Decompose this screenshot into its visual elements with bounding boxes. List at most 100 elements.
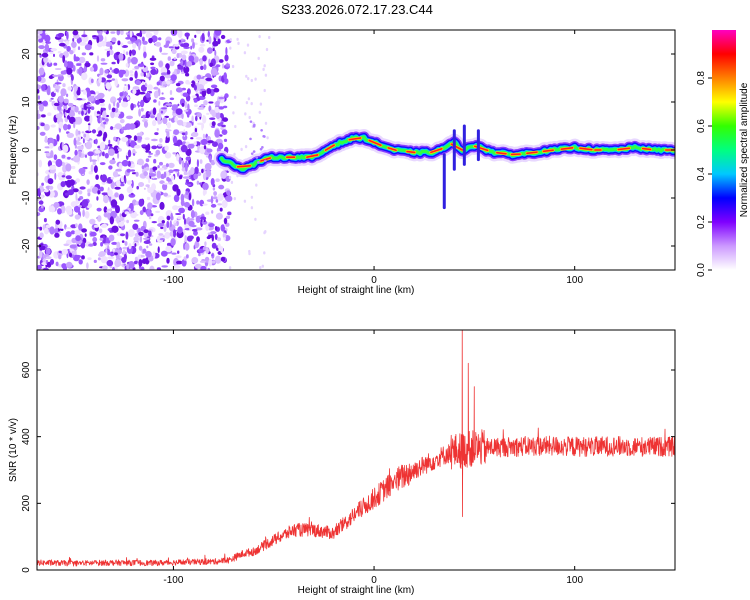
noise-speck <box>168 46 174 49</box>
noise-speck <box>233 152 236 156</box>
noise-speck <box>87 151 94 157</box>
noise-speck <box>132 151 137 154</box>
noise-speck <box>37 35 42 39</box>
noise-speck <box>237 41 240 46</box>
ridge-hot-segment-core <box>260 157 272 162</box>
noise-speck <box>182 134 188 141</box>
noise-speck <box>126 263 129 270</box>
noise-speck <box>174 43 180 47</box>
noise-speck <box>156 267 161 270</box>
noise-speck <box>116 180 121 187</box>
noise-speck <box>184 235 187 243</box>
noise-speck <box>44 176 48 183</box>
noise-speck <box>78 67 83 76</box>
noise-speck <box>143 237 150 240</box>
noise-speck <box>183 66 190 74</box>
noise-speck <box>50 48 57 52</box>
noise-speck <box>63 60 68 68</box>
noise-speck <box>210 231 217 235</box>
noise-speck <box>141 144 147 148</box>
noise-speck <box>129 49 132 57</box>
noise-speck <box>121 136 129 143</box>
noise-speck <box>184 101 188 109</box>
noise-speck <box>55 113 63 119</box>
noise-speck <box>133 236 140 243</box>
noise-speck <box>96 36 100 44</box>
noise-speck <box>221 63 225 69</box>
noise-speck <box>64 192 70 196</box>
snr-y-label: SNR (10 * v/v) <box>8 418 19 482</box>
noise-speck <box>109 216 115 225</box>
ridge-hot-segment-core <box>641 147 652 151</box>
noise-speck <box>167 56 171 61</box>
noise-speck <box>174 116 179 123</box>
noise-speck <box>199 159 203 164</box>
noise-speck <box>147 72 150 78</box>
noise-speck <box>194 263 202 269</box>
noise-speck <box>103 194 109 204</box>
colorbar: 0.0 0.2 0.4 0.6 0.8 Normalized spectral ampl… <box>696 30 750 277</box>
noise-speck <box>165 129 172 132</box>
noise-speck <box>96 196 99 201</box>
noise-speck <box>141 165 145 170</box>
noise-speck <box>129 77 134 81</box>
noise-speck <box>191 198 195 207</box>
noise-speck <box>180 144 188 153</box>
noise-speck <box>153 158 157 164</box>
noise-speck <box>94 95 101 99</box>
noise-speck <box>65 156 68 160</box>
noise-speck <box>105 118 109 122</box>
noise-speck <box>40 205 44 209</box>
noise-speck <box>66 67 73 75</box>
noise-speck <box>142 206 146 213</box>
noise-speck <box>43 227 49 235</box>
spectrogram-x-ticks: -100 0 100 <box>163 30 583 286</box>
noise-speck <box>180 60 184 65</box>
noise-speck <box>40 194 44 200</box>
noise-speck <box>197 106 205 110</box>
noise-speck <box>162 182 170 185</box>
noise-speck <box>90 78 94 84</box>
noise-speck <box>220 246 224 253</box>
noise-speck <box>165 103 173 106</box>
noise-speck <box>108 139 111 145</box>
noise-speck <box>221 124 226 128</box>
noise-speck <box>54 82 62 85</box>
noise-speck <box>199 146 206 155</box>
noise-speck <box>116 102 120 109</box>
noise-speck <box>81 52 87 56</box>
noise-speck <box>268 35 271 40</box>
noise-speck <box>168 169 174 174</box>
noise-speck <box>210 84 218 89</box>
colorbar-tick-label: 0.2 <box>696 215 707 229</box>
noise-speck <box>248 115 251 120</box>
ridge-hot-segment-core <box>617 147 631 151</box>
noise-speck <box>198 248 205 253</box>
figure-title: S233.2026.072.17.23.C44 <box>281 2 433 17</box>
noise-speck <box>163 44 169 48</box>
noise-speck <box>60 70 67 75</box>
noise-speck <box>65 163 72 172</box>
colorbar-tick-label: 0.4 <box>696 167 707 181</box>
noise-speck <box>84 233 87 237</box>
noise-speck <box>184 223 190 230</box>
noise-speck <box>58 42 66 47</box>
noise-speck <box>87 123 91 126</box>
noise-speck <box>169 60 175 67</box>
noise-speck <box>149 173 156 177</box>
noise-speck <box>165 245 172 253</box>
noise-speck <box>37 88 40 94</box>
noise-speck <box>75 235 81 242</box>
noise-speck <box>81 72 88 81</box>
noise-speck <box>221 129 228 136</box>
noise-speck <box>98 130 103 137</box>
ridge-spray-dot <box>260 128 263 132</box>
noise-speck <box>138 42 141 51</box>
noise-speck <box>75 63 82 66</box>
noise-speck <box>132 223 139 230</box>
noise-speck <box>206 88 212 95</box>
noise-speck <box>66 32 69 40</box>
noise-speck <box>78 190 83 195</box>
noise-speck <box>58 254 62 260</box>
noise-speck <box>138 245 143 251</box>
